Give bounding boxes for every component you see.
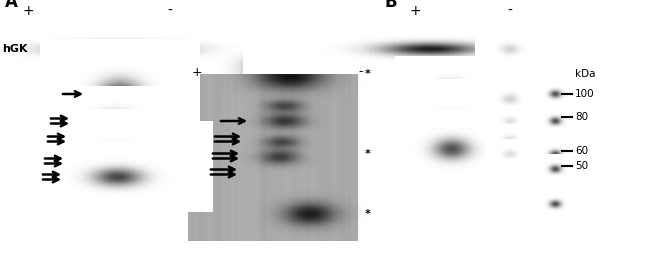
Bar bbox=[292, 41, 298, 241]
Text: B: B bbox=[385, 0, 398, 11]
Text: +: + bbox=[22, 4, 34, 18]
Text: *: * bbox=[365, 69, 371, 79]
Text: -: - bbox=[358, 65, 363, 79]
Bar bbox=[261, 41, 267, 241]
Text: -: - bbox=[508, 4, 512, 18]
Bar bbox=[229, 41, 235, 241]
Text: -: - bbox=[168, 4, 172, 18]
Bar bbox=[324, 41, 330, 241]
Text: +: + bbox=[410, 4, 421, 18]
Text: 80: 80 bbox=[575, 112, 588, 122]
Bar bbox=[269, 41, 274, 241]
Text: A: A bbox=[5, 0, 18, 11]
Bar bbox=[188, 41, 358, 241]
Bar bbox=[356, 41, 360, 241]
Bar bbox=[340, 41, 347, 241]
Bar bbox=[198, 41, 204, 241]
Bar bbox=[214, 41, 222, 241]
Text: kDa: kDa bbox=[575, 69, 595, 79]
Bar bbox=[190, 41, 196, 241]
Text: hGK: hGK bbox=[2, 44, 27, 54]
Bar bbox=[309, 41, 317, 241]
Bar bbox=[301, 41, 306, 241]
Text: +: + bbox=[192, 65, 203, 79]
Bar bbox=[277, 41, 285, 241]
Text: *: * bbox=[365, 149, 371, 159]
Bar bbox=[222, 41, 226, 241]
Bar bbox=[245, 41, 252, 241]
Bar bbox=[206, 41, 211, 241]
Text: 50: 50 bbox=[575, 161, 588, 171]
Bar bbox=[332, 41, 336, 241]
Bar bbox=[237, 41, 244, 241]
Bar bbox=[317, 41, 322, 241]
Bar bbox=[254, 41, 259, 241]
Text: *: * bbox=[365, 209, 371, 219]
Text: 60: 60 bbox=[575, 146, 588, 156]
Bar bbox=[285, 41, 291, 241]
Bar bbox=[348, 41, 352, 241]
Text: 100: 100 bbox=[575, 89, 595, 99]
